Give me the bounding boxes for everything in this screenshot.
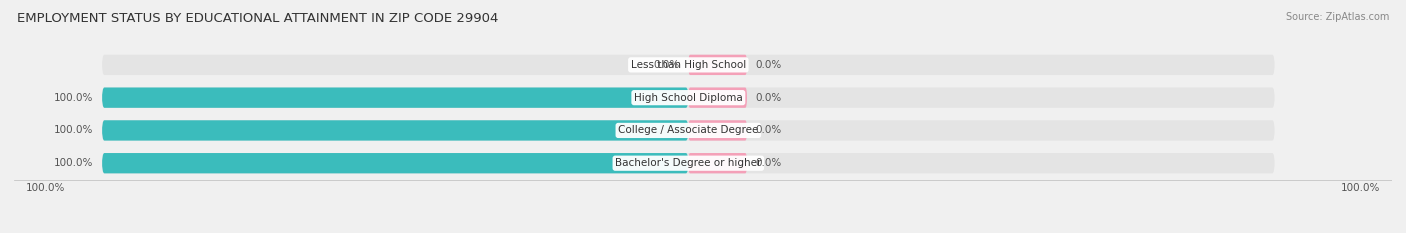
FancyBboxPatch shape — [103, 120, 689, 140]
FancyBboxPatch shape — [689, 120, 747, 140]
Text: High School Diploma: High School Diploma — [634, 93, 742, 103]
Text: 100.0%: 100.0% — [53, 158, 93, 168]
FancyBboxPatch shape — [689, 88, 747, 108]
FancyBboxPatch shape — [103, 88, 689, 108]
Text: 0.0%: 0.0% — [756, 125, 782, 135]
FancyBboxPatch shape — [103, 55, 1275, 75]
Text: 0.0%: 0.0% — [756, 158, 782, 168]
Text: 100.0%: 100.0% — [1341, 183, 1381, 193]
Text: Source: ZipAtlas.com: Source: ZipAtlas.com — [1285, 12, 1389, 22]
Text: Bachelor's Degree or higher: Bachelor's Degree or higher — [616, 158, 762, 168]
FancyBboxPatch shape — [103, 88, 1275, 108]
FancyBboxPatch shape — [103, 153, 1275, 173]
FancyBboxPatch shape — [689, 153, 747, 173]
Text: 0.0%: 0.0% — [756, 60, 782, 70]
Text: College / Associate Degree: College / Associate Degree — [619, 125, 758, 135]
Text: 100.0%: 100.0% — [25, 183, 65, 193]
Text: 100.0%: 100.0% — [53, 93, 93, 103]
Text: EMPLOYMENT STATUS BY EDUCATIONAL ATTAINMENT IN ZIP CODE 29904: EMPLOYMENT STATUS BY EDUCATIONAL ATTAINM… — [17, 12, 498, 25]
Text: 0.0%: 0.0% — [756, 93, 782, 103]
Text: 100.0%: 100.0% — [53, 125, 93, 135]
Text: 0.0%: 0.0% — [654, 60, 679, 70]
FancyBboxPatch shape — [689, 55, 747, 75]
Text: Less than High School: Less than High School — [631, 60, 747, 70]
FancyBboxPatch shape — [103, 120, 1275, 140]
FancyBboxPatch shape — [103, 153, 689, 173]
